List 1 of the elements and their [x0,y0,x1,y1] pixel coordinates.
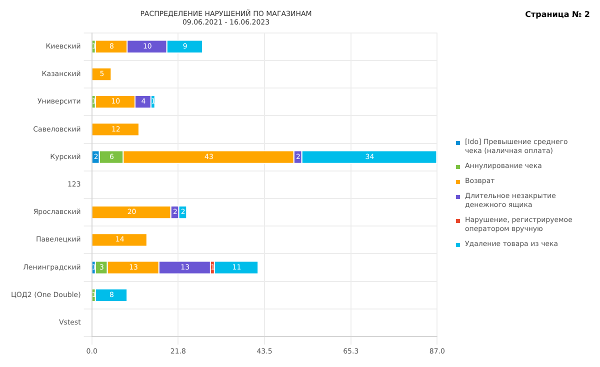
text: Страница № 2 [525,10,590,19]
